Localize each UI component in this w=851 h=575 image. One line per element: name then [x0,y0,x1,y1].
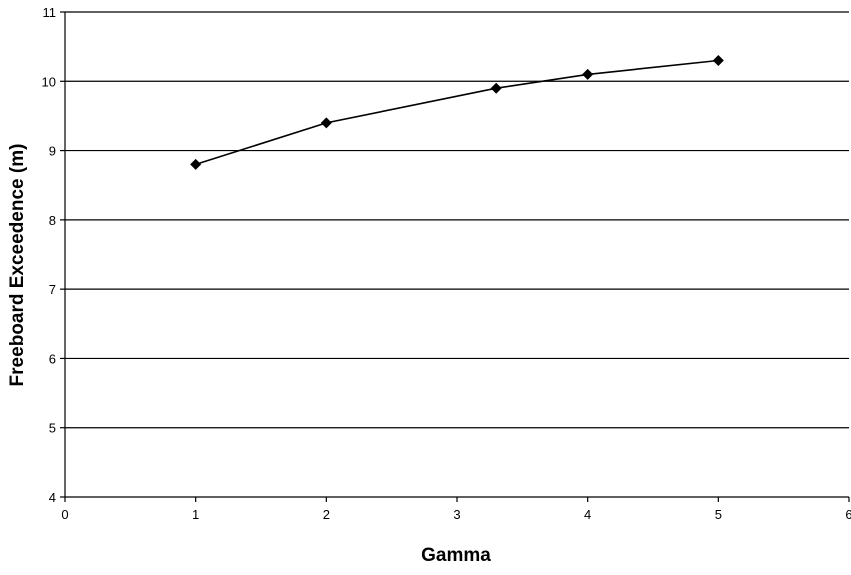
gridlines [65,11,849,429]
y-tick-label-5: 5 [49,421,56,436]
y-tick-label-11: 11 [43,5,57,20]
y-tick-label-6: 6 [49,351,56,366]
x-tick-label-5: 5 [715,507,722,522]
y-tick-label-10: 10 [42,74,56,89]
x-tick-label-1: 1 [192,507,199,522]
x-tick-labels: 0 1 2 3 4 5 6 [61,507,851,522]
data-point-5 [712,55,724,66]
y-tick-labels: 4 5 6 7 8 9 10 11 [42,5,56,505]
series-group [190,55,724,170]
x-tick-label-6: 6 [845,507,851,522]
axes [60,11,850,502]
data-point-2 [320,117,332,129]
y-tick-label-9: 9 [49,144,56,159]
x-axis-title: Gamma [421,545,491,566]
data-point-4 [582,68,594,80]
y-tick-label-8: 8 [49,213,56,228]
y-tick-label-7: 7 [49,282,56,297]
x-tick-label-2: 2 [323,507,330,522]
x-tick-label-0: 0 [61,507,68,522]
series-line [195,59,719,166]
data-point-1 [190,158,202,170]
x-tick-label-3: 3 [453,507,460,522]
y-tick-label-4: 4 [49,490,56,505]
data-point-3 [490,82,502,94]
x-tick-label-4: 4 [584,507,591,522]
y-axis-title: Freeboard Exceedence (m) [7,144,28,387]
